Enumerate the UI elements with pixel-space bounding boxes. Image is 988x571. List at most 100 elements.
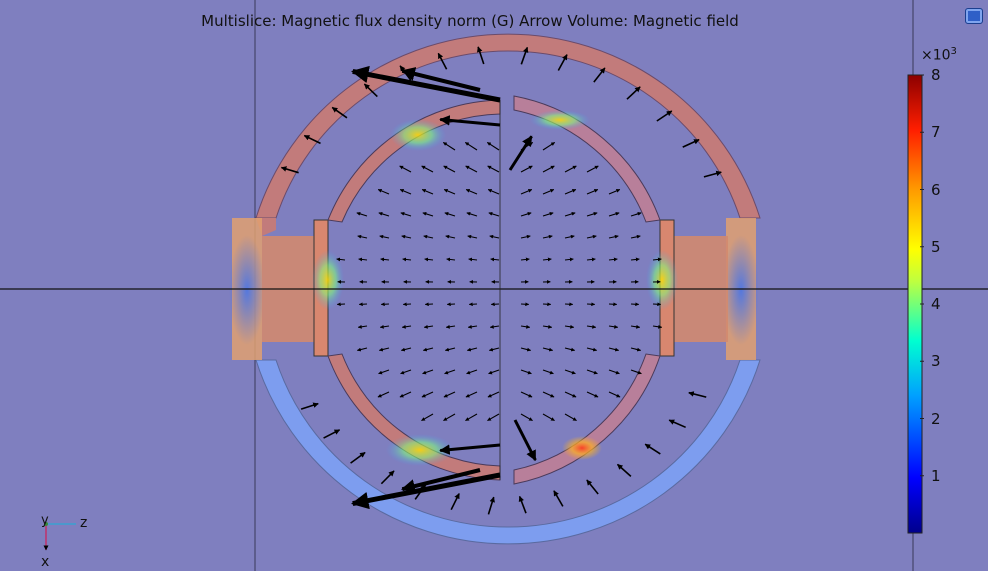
field-arrow: [465, 188, 478, 195]
field-arrow: [564, 234, 575, 239]
field-arrow: [477, 46, 485, 65]
field-arrow: [542, 165, 555, 173]
field-arrow: [443, 413, 456, 422]
field-arrow: [400, 67, 481, 92]
field-arrow: [513, 419, 537, 462]
field-arrow: [487, 165, 500, 173]
field-arrow: [490, 257, 500, 262]
field-arrow: [399, 391, 412, 398]
field-arrow: [351, 472, 501, 510]
field-arrow: [400, 468, 481, 493]
arrow-volume: [280, 46, 722, 515]
field-arrow: [542, 324, 553, 329]
field-arrow: [380, 470, 395, 485]
colorbar-tick-label: 5: [931, 237, 941, 256]
field-arrow: [564, 413, 577, 422]
field-arrow: [586, 188, 599, 195]
field-arrow: [439, 443, 501, 455]
field-arrow: [542, 391, 555, 398]
field-arrow: [444, 212, 456, 217]
field-arrow: [564, 391, 577, 398]
field-arrow: [488, 212, 500, 217]
field-arrow: [423, 324, 434, 329]
field-arrow: [464, 141, 478, 151]
field-arrow: [377, 391, 390, 398]
field-arrow: [489, 234, 500, 239]
field-arrow: [358, 257, 368, 262]
colorbar-tick-label: 7: [931, 123, 941, 142]
field-arrow: [564, 324, 575, 329]
field-arrow: [466, 369, 478, 375]
field-arrow: [377, 188, 390, 195]
field-arrow: [630, 347, 642, 352]
field-arrow: [467, 324, 478, 329]
field-arrow: [400, 347, 412, 352]
field-arrow: [520, 413, 533, 422]
colorbar-tick-label: 8: [931, 66, 941, 84]
field-arrow: [520, 257, 530, 262]
pole-pieces: [262, 219, 728, 357]
field-arrow: [379, 234, 390, 239]
field-arrow: [450, 493, 460, 511]
field-arrow: [378, 212, 390, 217]
field-arrow: [444, 347, 456, 352]
colorbar-tick-label: 3: [931, 352, 941, 371]
field-arrow: [487, 413, 500, 422]
field-arrow: [564, 257, 574, 262]
field-arrow: [542, 234, 553, 239]
field-arrow: [542, 347, 554, 352]
field-arrow: [444, 369, 456, 375]
field-arrow: [487, 496, 495, 515]
field-arrow: [520, 324, 531, 329]
field-arrow: [488, 347, 500, 352]
field-arrow: [468, 257, 478, 262]
colorbar-exponent: ×103: [921, 46, 957, 64]
field-arrow: [564, 347, 576, 352]
field-arrow: [542, 188, 555, 195]
field-arrow: [421, 188, 434, 195]
field-arrow: [401, 324, 412, 329]
view-toggle-icon[interactable]: [965, 8, 983, 24]
colorbar: [907, 74, 923, 534]
field-arrow: [401, 234, 412, 239]
field-arrow: [586, 234, 597, 239]
field-arrow: [586, 165, 599, 173]
field-arrow: [630, 324, 641, 329]
colorbar-exponent-power: 3: [950, 46, 957, 57]
field-arrow: [399, 188, 412, 195]
field-arrow: [351, 65, 501, 103]
field-arrow: [564, 165, 577, 173]
field-arrow: [656, 110, 673, 122]
field-arrow: [520, 46, 529, 65]
field-arrow: [608, 324, 619, 329]
field-arrow: [608, 212, 620, 217]
field-arrow: [487, 391, 500, 398]
field-arrow: [630, 234, 641, 239]
field-arrow: [357, 234, 368, 239]
field-arrow: [466, 212, 478, 217]
colorbar-ticks: [920, 74, 924, 477]
field-arrow: [336, 257, 346, 262]
field-arrow: [652, 257, 662, 262]
field-arrow: [608, 188, 621, 195]
field-arrow: [520, 212, 532, 217]
field-arrow: [445, 324, 456, 329]
field-arrow: [488, 369, 500, 375]
field-arrow: [542, 413, 555, 422]
field-arrow: [465, 413, 478, 422]
field-arrow: [668, 419, 686, 429]
field-arrow: [445, 234, 456, 239]
field-arrow: [467, 234, 478, 239]
field-arrow: [520, 391, 533, 398]
field-arrow: [487, 188, 500, 195]
colorbar-tick-label: 4: [931, 295, 941, 313]
field-arrow: [630, 257, 640, 262]
field-arrow: [400, 369, 412, 375]
field-arrow: [520, 347, 532, 352]
field-arrow: [557, 54, 568, 71]
field-arrow: [363, 83, 378, 98]
field-arrow: [303, 134, 321, 145]
field-arrow: [442, 141, 456, 151]
